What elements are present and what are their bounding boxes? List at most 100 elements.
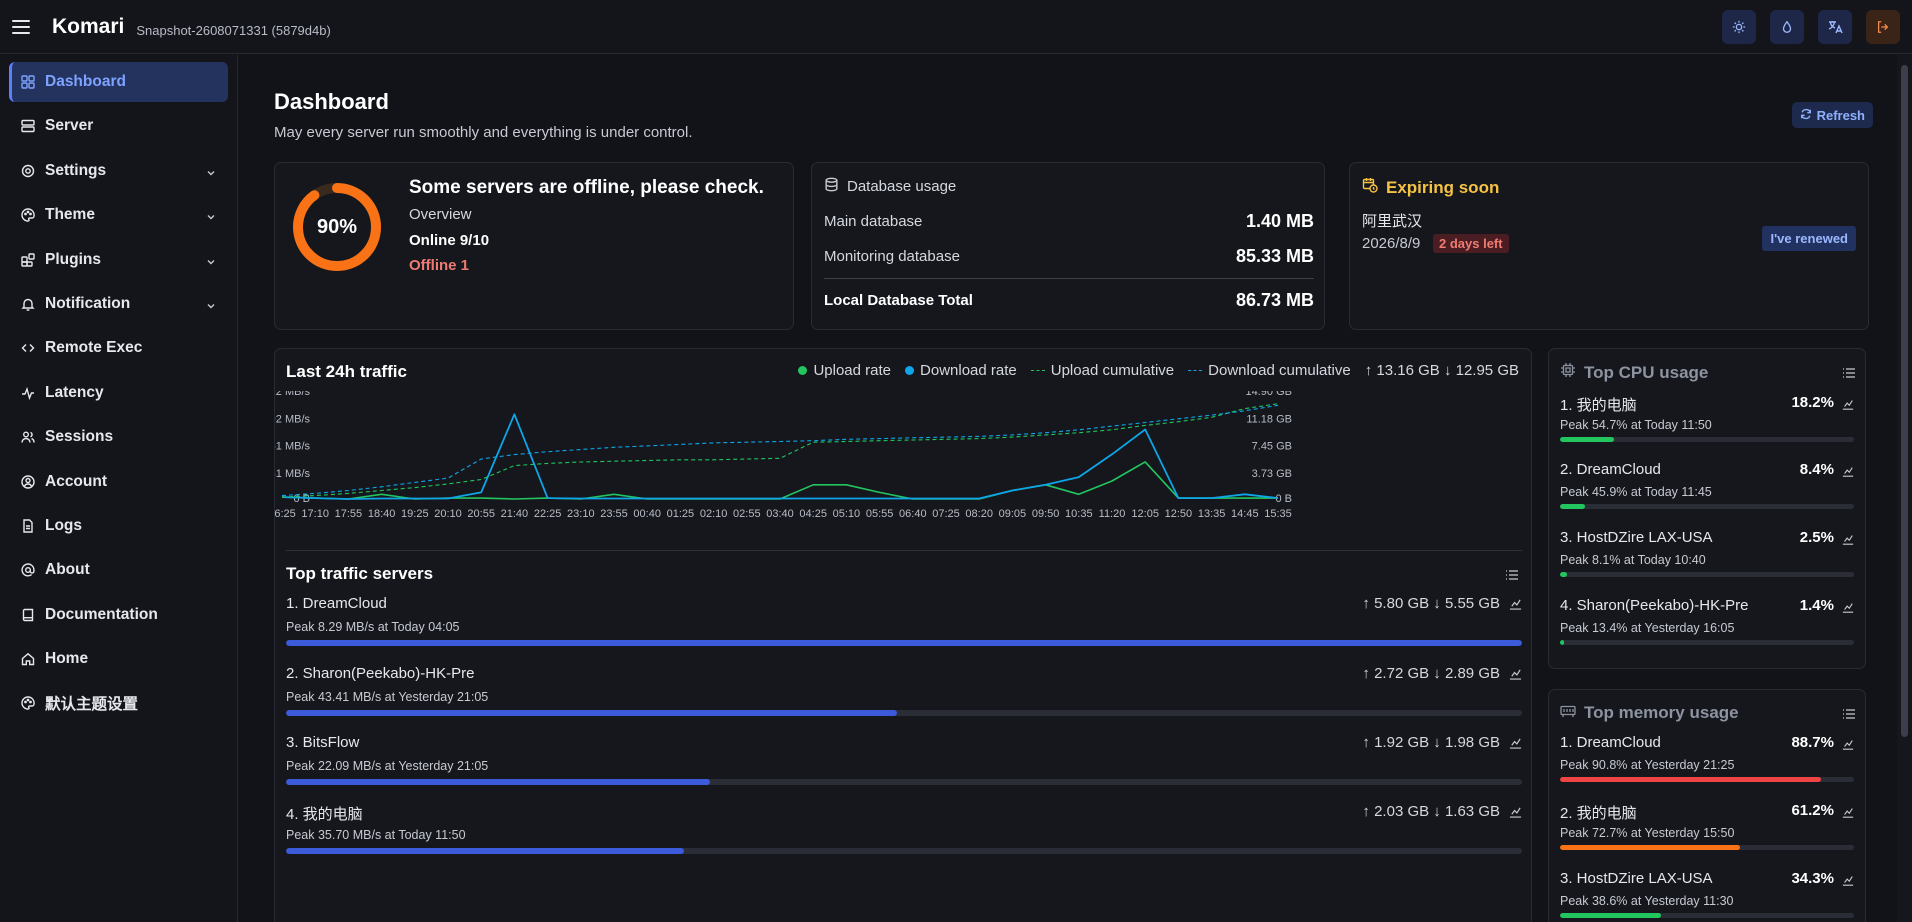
y-right-tick-label: 7.45 GB: [1252, 441, 1292, 453]
chart-icon[interactable]: [1842, 532, 1854, 549]
x-tick-label: 01:25: [667, 508, 695, 520]
cpu-row[interactable]: 4. Sharon(Peekabo)-HK-Pre 1.4% Peak 13.4…: [1560, 597, 1854, 647]
legend-download-rate[interactable]: Download rate: [905, 362, 1017, 379]
expiring-server-name[interactable]: 阿里武汉: [1362, 213, 1423, 230]
database-card-title: Database usage: [847, 178, 957, 195]
sidebar-item-documentation[interactable]: Documentation: [9, 595, 228, 635]
y-left-tick-label: 0 B: [293, 493, 310, 505]
chart-icon[interactable]: [1509, 667, 1522, 684]
sidebar-item-label: Documentation: [45, 605, 158, 623]
memory-bar: [1560, 913, 1854, 918]
traffic-totals: ↑ 13.16 GB ↓ 12.95 GB: [1364, 362, 1519, 379]
sidebar-item-server[interactable]: Server: [9, 106, 228, 146]
at-icon: [21, 563, 35, 577]
sidebar-item-settings[interactable]: Settings: [9, 151, 228, 191]
cpu-row[interactable]: 3. HostDZire LAX-USA 2.5% Peak 8.1% at T…: [1560, 529, 1854, 579]
refresh-label: Refresh: [1816, 107, 1865, 123]
chart-legend: Upload rate Download rate Upload cumulat…: [798, 362, 1519, 379]
brand-logo[interactable]: Komari: [52, 14, 125, 38]
traffic-peak: Peak 43.41 MB/s at Yesterday 21:05: [286, 690, 489, 704]
palette-icon: [21, 208, 35, 222]
traffic-amount: ↑ 2.72 GB ↓ 2.89 GB: [1362, 665, 1500, 682]
chart-icon[interactable]: [1842, 600, 1854, 617]
sidebar-item-label: About: [45, 561, 90, 579]
offline-count: Offline 1: [409, 257, 470, 274]
sidebar-item-default-theme-settings[interactable]: 默认主题设置: [9, 683, 228, 723]
puzzle-icon: [21, 252, 35, 267]
page-subtitle: May every server run smoothly and everyt…: [274, 124, 693, 141]
expiring-date: 2026/8/9: [1362, 235, 1421, 252]
chart-icon[interactable]: [1509, 597, 1522, 614]
gear-icon: [21, 164, 35, 178]
sidebar-item-remote-exec[interactable]: Remote Exec: [9, 328, 228, 368]
list-icon[interactable]: [1842, 366, 1856, 383]
traffic-row[interactable]: 4. 我的电脑 ↑ 2.03 GB ↓ 1.63 GB Peak 35.70 M…: [286, 803, 1522, 863]
chart-icon[interactable]: [1842, 397, 1854, 414]
db-row-total: Local Database Total 86.73 MB: [824, 290, 1314, 311]
cpu-row[interactable]: 1. 我的电脑 18.2% Peak 54.7% at Today 11:50: [1560, 394, 1854, 444]
sidebar-item-label: Logs: [45, 516, 83, 534]
list-icon[interactable]: [1505, 568, 1519, 585]
translate-icon[interactable]: [1818, 10, 1852, 44]
droplet-icon[interactable]: [1770, 10, 1804, 44]
list-icon[interactable]: [1842, 707, 1856, 724]
legend-upload-rate[interactable]: Upload rate: [798, 362, 891, 379]
logout-icon[interactable]: [1866, 10, 1900, 44]
cpu-bar: [1560, 504, 1854, 509]
memory-percent: 88.7%: [1791, 734, 1834, 751]
chart-icon[interactable]: [1842, 737, 1854, 754]
cpu-server-name: 1. 我的电脑: [1560, 397, 1637, 414]
chart-icon[interactable]: [1842, 873, 1854, 890]
sidebar-item-dashboard[interactable]: Dashboard: [9, 62, 228, 102]
sun-icon[interactable]: [1722, 10, 1756, 44]
chart-icon[interactable]: [1842, 464, 1854, 481]
cpu-peak: Peak 13.4% at Yesterday 16:05: [1560, 621, 1735, 635]
memory-row[interactable]: 1. DreamCloud 88.7% Peak 90.8% at Yester…: [1560, 734, 1854, 784]
sidebar-item-latency[interactable]: Latency: [9, 373, 228, 413]
chart-icon[interactable]: [1509, 736, 1522, 753]
traffic-chart: 0 B 14.31 MB/s 28.61 MB/s 42.92 MB/s 57.22 M…: [275, 391, 1292, 520]
sidebar-item-notification[interactable]: Notification: [9, 284, 228, 324]
palette-icon: [21, 696, 35, 711]
sidebar-item-logs[interactable]: Logs: [9, 506, 228, 546]
sidebar-item-theme[interactable]: Theme: [9, 195, 228, 235]
cpu-percent: 18.2%: [1791, 394, 1834, 411]
x-tick-label: 09:50: [1032, 508, 1060, 520]
sidebar-item-sessions[interactable]: Sessions: [9, 417, 228, 457]
x-tick-label: 12:50: [1165, 508, 1193, 520]
chart-icon[interactable]: [1509, 805, 1522, 822]
status-heading: Some servers are offline, please check.: [409, 177, 764, 198]
chart-icon[interactable]: [1842, 805, 1854, 822]
sidebar-item-account[interactable]: Account: [9, 462, 228, 502]
traffic-peak: Peak 22.09 MB/s at Yesterday 21:05: [286, 759, 489, 773]
legend-upload-cumulative[interactable]: Upload cumulative: [1030, 362, 1174, 379]
sidebar-item-plugins[interactable]: Plugins: [9, 240, 228, 280]
db-value: 1.40 MB: [1245, 211, 1314, 231]
traffic-amount: ↑ 2.03 GB ↓ 1.63 GB: [1362, 803, 1500, 820]
memory-row[interactable]: 2. 我的电脑 61.2% Peak 72.7% at Yesterday 15…: [1560, 802, 1854, 852]
database-icon: [824, 177, 839, 196]
chevron-down-icon: [206, 298, 216, 316]
legend-download-cumulative[interactable]: Download cumulative: [1188, 362, 1351, 379]
db-row-main: Main database 1.40 MB: [824, 211, 1314, 232]
x-tick-label: 19:25: [401, 508, 429, 520]
traffic-row[interactable]: 2. Sharon(Peekabo)-HK-Pre ↑ 2.72 GB ↓ 2.…: [286, 665, 1522, 725]
traffic-card: Last 24h traffic Upload rate Download ra…: [274, 348, 1532, 922]
cpu-row[interactable]: 2. DreamCloud 8.4% Peak 45.9% at Today 1…: [1560, 461, 1854, 511]
sidebar-item-home[interactable]: Home: [9, 639, 228, 679]
traffic-row[interactable]: 1. DreamCloud ↑ 5.80 GB ↓ 5.55 GB Peak 8…: [286, 595, 1522, 655]
renewed-button[interactable]: I've renewed: [1762, 226, 1856, 251]
traffic-row[interactable]: 3. BitsFlow ↑ 1.92 GB ↓ 1.98 GB Peak 22.…: [286, 734, 1522, 794]
memory-icon: [1560, 703, 1576, 723]
series-upload-cumulative: [281, 403, 1279, 498]
page-scrollbar[interactable]: [1897, 55, 1912, 922]
overview-label: Overview: [409, 206, 472, 223]
x-tick-label: 22:25: [534, 508, 562, 520]
sidebar-item-about[interactable]: About: [9, 550, 228, 590]
x-tick-label: 20:10: [434, 508, 462, 520]
hamburger-menu-icon[interactable]: [12, 19, 30, 34]
scrollbar-thumb[interactable]: [1901, 65, 1908, 737]
refresh-button[interactable]: Refresh: [1791, 102, 1873, 128]
memory-row[interactable]: 3. HostDZire LAX-USA 34.3% Peak 38.6% at…: [1560, 870, 1854, 920]
cpu-percent: 1.4%: [1799, 597, 1834, 614]
